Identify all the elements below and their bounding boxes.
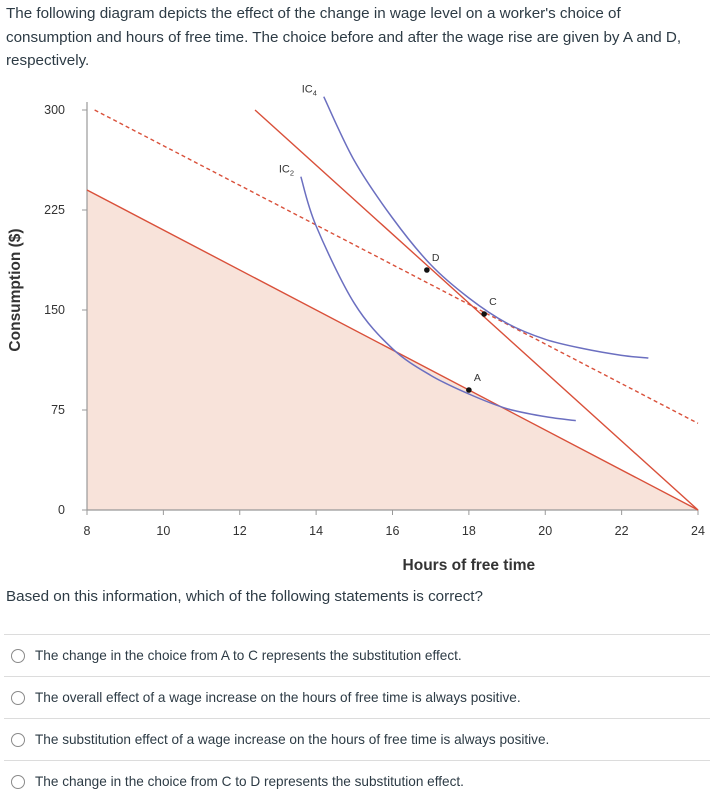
x-tick-label: 14 <box>309 524 323 538</box>
x-tick-label: 12 <box>233 524 247 538</box>
dashed-budget-line <box>94 109 699 424</box>
x-tick-label: 18 <box>462 524 476 538</box>
answer-option[interactable]: The overall effect of a wage increase on… <box>4 676 710 718</box>
question-prompt: Based on this information, which of the … <box>6 588 483 605</box>
y-tick-label: 0 <box>58 503 65 517</box>
radio-button[interactable] <box>11 690 25 705</box>
x-tick-label: 10 <box>156 524 170 538</box>
curve-label-subscript: 4 <box>313 89 317 98</box>
indifference-curve-2 <box>300 176 576 422</box>
answer-option[interactable]: The substitution effect of a wage increa… <box>4 718 710 760</box>
answer-option[interactable]: The change in the choice from C to D rep… <box>4 760 710 802</box>
answer-option[interactable]: The change in the choice from A to C rep… <box>4 634 710 676</box>
x-tick-label: 16 <box>386 524 400 538</box>
point-label: C <box>489 296 497 308</box>
point-a <box>466 387 472 393</box>
curve-label-name: IC <box>279 164 290 176</box>
indifference-curve-4 <box>323 96 649 359</box>
x-axis-title: Hours of free time <box>403 557 536 570</box>
answer-option-label: The overall effect of a wage increase on… <box>35 690 521 705</box>
answer-option-label: The change in the choice from C to D rep… <box>35 774 464 789</box>
curve-label-name: IC <box>302 84 313 96</box>
point-label: D <box>432 252 440 264</box>
y-tick-label: 75 <box>51 403 65 417</box>
indifference-curve-label: IC4 <box>302 84 317 98</box>
y-tick-label: 225 <box>44 203 65 217</box>
answer-option-label: The substitution effect of a wage increa… <box>35 732 550 747</box>
curve-label-subscript: 2 <box>290 169 294 178</box>
radio-button[interactable] <box>11 648 25 663</box>
question-text: The following diagram depicts the effect… <box>6 5 682 69</box>
x-tick-label: 24 <box>691 524 705 538</box>
radio-button[interactable] <box>11 774 25 789</box>
point-d <box>424 267 430 273</box>
indifference-curve-label: IC2 <box>279 164 294 178</box>
budget-line <box>254 109 699 511</box>
choice-points: A C D <box>424 252 497 393</box>
answer-options: The change in the choice from A to C rep… <box>4 634 710 802</box>
y-tick-label: 300 <box>44 103 65 117</box>
budget-line <box>86 189 699 511</box>
axes: 8 10 12 14 16 18 20 22 24 0 75 150 225 300 <box>44 102 705 538</box>
x-tick-label: 22 <box>615 524 629 538</box>
y-tick-label: 150 <box>44 303 65 317</box>
y-axis-title: Consumption ($) <box>7 228 24 351</box>
x-tick-label: 20 <box>538 524 552 538</box>
point-c <box>481 311 487 317</box>
answer-option-label: The change in the choice from A to C rep… <box>35 648 462 663</box>
x-tick-label: 8 <box>84 524 91 538</box>
radio-button[interactable] <box>11 732 25 747</box>
budget-lines <box>86 109 699 511</box>
point-label: A <box>474 372 481 384</box>
